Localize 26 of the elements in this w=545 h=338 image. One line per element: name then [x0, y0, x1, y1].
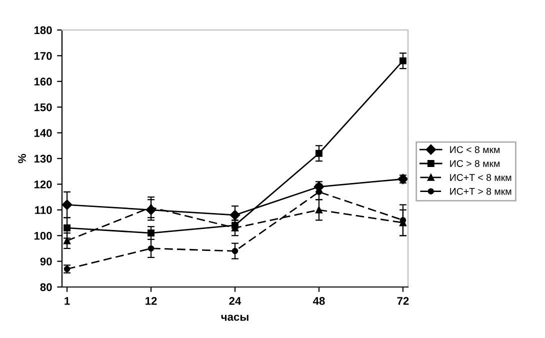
y-tick-label: 130 [34, 154, 52, 163]
x-tick-label: 48 [312, 297, 325, 305]
y-tick-label: 100 [34, 232, 52, 240]
y-tick-label: 90 [40, 258, 52, 266]
x-tick-label: 72 [397, 297, 409, 305]
y-tick-label: 110 [35, 206, 52, 214]
y-tick-label: 150 [34, 103, 52, 112]
legend-label: ИС < 8 мкм [450, 146, 500, 154]
legend-label: ИС > 8 мкм [450, 160, 500, 167]
x-tick-label: 24 [229, 297, 242, 305]
y-tick-label: 180 [34, 26, 52, 34]
point [399, 57, 406, 64]
y-tick-label: 120 [34, 180, 52, 188]
point [64, 224, 71, 232]
point [148, 230, 154, 237]
y-tick-label: 160 [34, 78, 52, 86]
legend-label: ИС+Т > 8 мкм [450, 188, 512, 195]
y-axis-title: % [18, 154, 26, 164]
point [316, 150, 322, 157]
legend-label: ИС+Т < 8 мкм [450, 174, 512, 181]
y-tick-label: 80 [40, 283, 52, 292]
x-tick-label: 12 [146, 297, 157, 305]
x-tick-label: 1 [64, 297, 70, 305]
y-tick-label: 140 [34, 129, 52, 137]
x-axis-title: часы [221, 314, 248, 321]
y-tick-label: 170 [34, 52, 52, 60]
